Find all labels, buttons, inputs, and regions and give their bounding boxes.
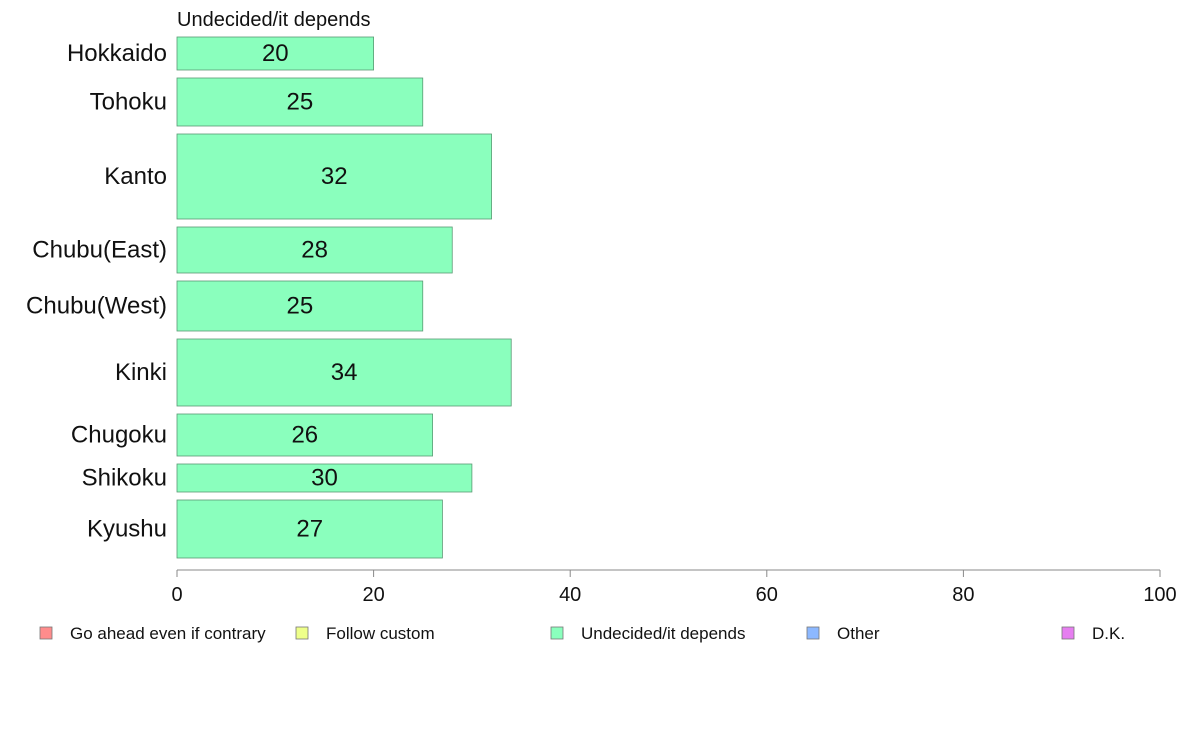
category-label-tohoku: Tohoku — [90, 89, 167, 116]
bar-kyushu — [176, 499, 443, 559]
bar-kanto — [176, 133, 492, 220]
legend-swatch-other — [806, 626, 820, 640]
x-tick-label-60: 60 — [756, 584, 778, 606]
value-label-chugoku: 26 — [291, 422, 318, 449]
category-labels: Hokkaido Tohoku Kanto Chubu(East) Chubu(West… — [26, 40, 167, 543]
value-label-chubu-west: 25 — [287, 293, 314, 320]
category-label-shikoku: Shikoku — [82, 465, 167, 492]
legend-label-follow-custom: Follow custom — [326, 624, 435, 643]
x-axis: 0 20 40 60 80 100 — [171, 569, 1177, 606]
bar-tohoku — [176, 77, 424, 127]
bar-hokkaido — [176, 36, 375, 71]
value-label-chubu-east: 28 — [301, 237, 328, 264]
legend-label-go-ahead-even-if-contrary: Go ahead even if contrary — [70, 624, 266, 643]
legend-label-other: Other — [837, 624, 880, 643]
category-label-kinki: Kinki — [115, 359, 167, 386]
x-tick-label-80: 80 — [952, 584, 974, 606]
bar-chugoku — [176, 413, 433, 457]
x-tick-label-100: 100 — [1143, 584, 1176, 606]
legend-label-undecided-it-depends: Undecided/it depends — [581, 624, 745, 643]
legend-label-d-k: D.K. — [1092, 624, 1125, 643]
value-labels: 20 25 32 28 25 34 26 30 27 — [262, 40, 358, 543]
category-label-chubu-east: Chubu(East) — [32, 237, 167, 264]
bar-chubu-east — [176, 226, 453, 274]
category-label-hokkaido: Hokkaido — [67, 40, 167, 67]
value-label-hokkaido: 20 — [262, 40, 289, 67]
value-label-tohoku: 25 — [287, 89, 314, 116]
category-label-kanto: Kanto — [104, 163, 167, 190]
value-label-kinki: 34 — [331, 359, 358, 386]
legend-swatch-undecided-it-depends — [550, 626, 564, 640]
x-tick-label-40: 40 — [559, 584, 581, 606]
x-tick-label-20: 20 — [362, 584, 384, 606]
legend-swatch-go-ahead-even-if-contrary — [39, 626, 53, 640]
category-label-chugoku: Chugoku — [71, 422, 167, 449]
legend: Go ahead even if contrary Follow custom Un… — [39, 624, 1125, 643]
value-label-kyushu: 27 — [296, 516, 323, 543]
bars-group — [176, 36, 512, 559]
chart-title: Undecided/it depends — [177, 9, 370, 31]
bar-shikoku — [176, 463, 473, 493]
legend-swatch-follow-custom — [295, 626, 309, 640]
category-label-kyushu: Kyushu — [87, 516, 167, 543]
legend-swatch-d-k — [1061, 626, 1075, 640]
bar-kinki — [176, 338, 512, 407]
x-tick-label-0: 0 — [171, 584, 182, 606]
category-label-chubu-west: Chubu(West) — [26, 293, 167, 320]
bar-chubu-west — [176, 280, 424, 332]
value-label-kanto: 32 — [321, 163, 348, 190]
value-label-shikoku: 30 — [311, 465, 338, 492]
